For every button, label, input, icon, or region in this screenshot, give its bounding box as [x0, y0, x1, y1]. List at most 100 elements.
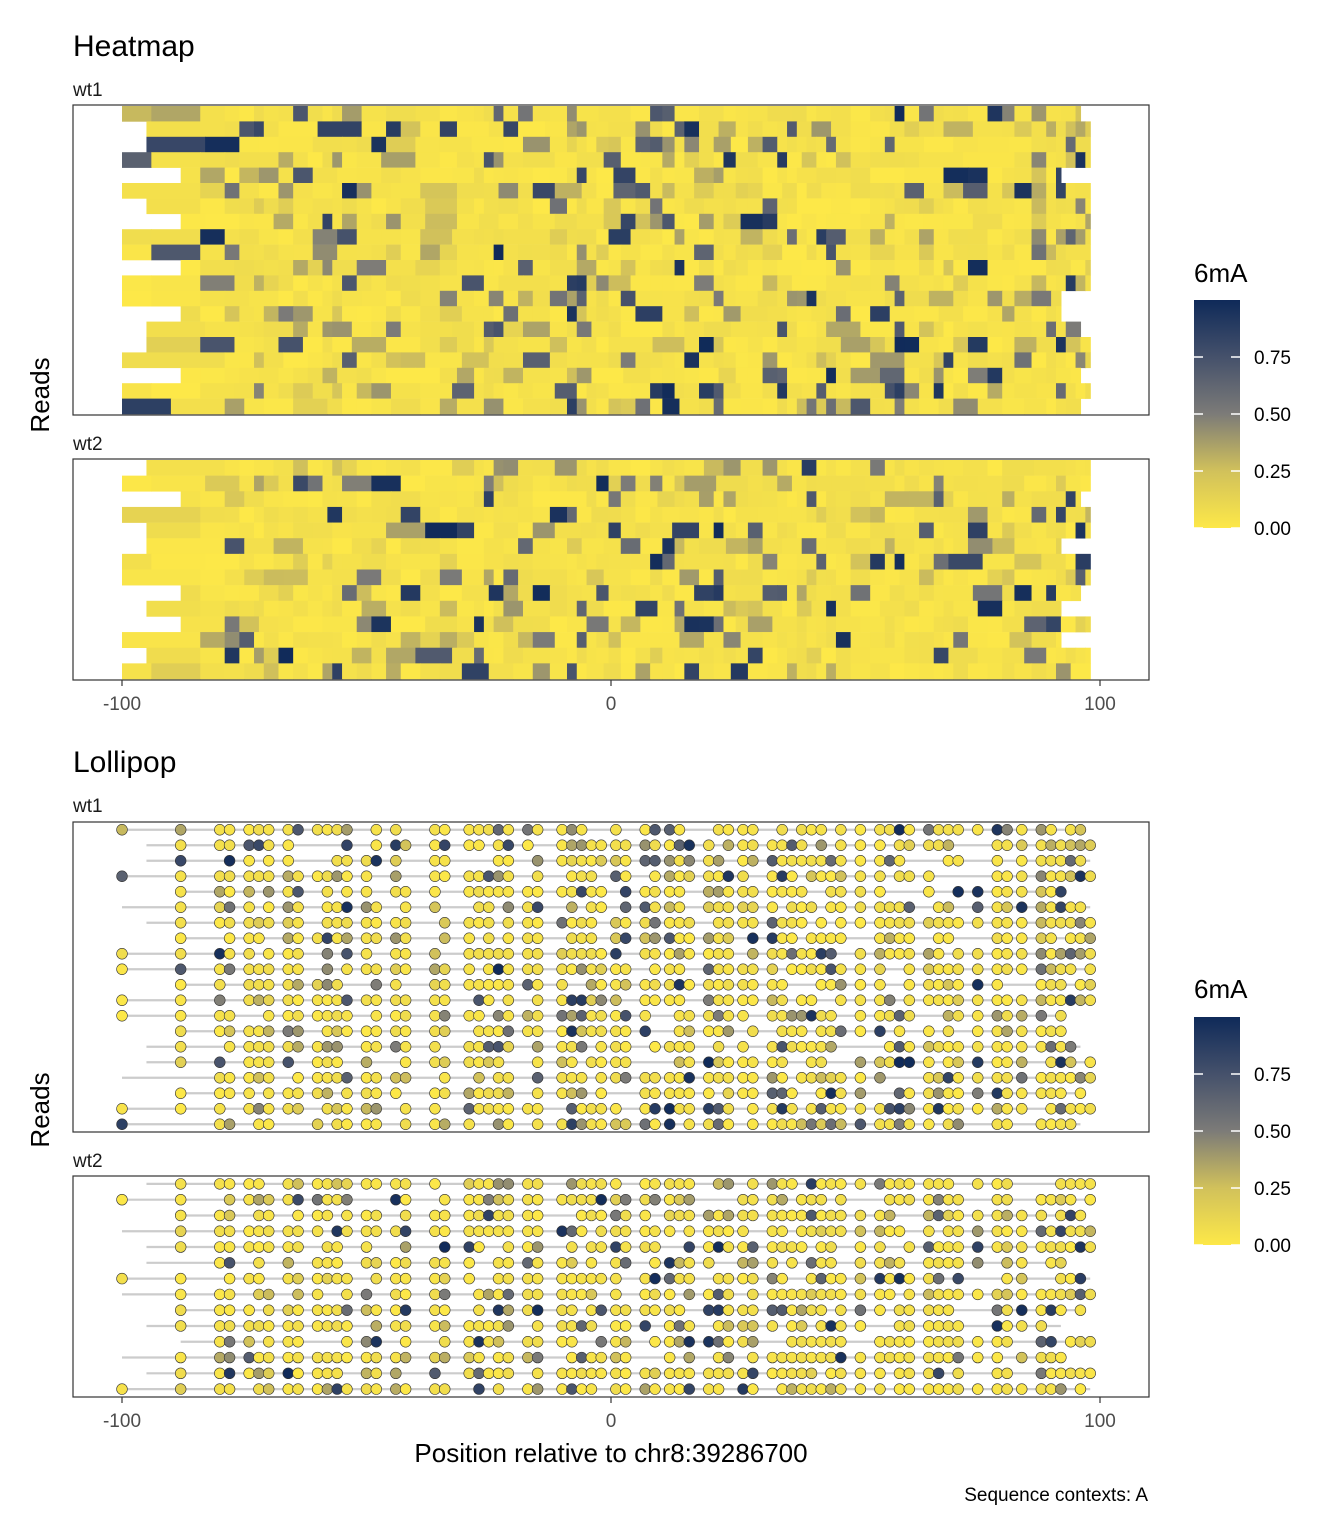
heatmap-cell — [747, 522, 764, 539]
heatmap-cell — [870, 383, 886, 399]
methylation-point — [522, 1257, 534, 1269]
methylation-point — [223, 1367, 236, 1380]
methylation-point — [712, 1103, 725, 1115]
heatmap-cell — [796, 229, 808, 245]
methylation-point — [1045, 1025, 1057, 1037]
heatmap-cell — [835, 213, 861, 230]
methylation-point — [556, 855, 568, 867]
heatmap-cell — [503, 121, 519, 138]
methylation-point — [874, 1225, 886, 1237]
methylation-point — [463, 1336, 475, 1348]
methylation-point — [531, 1288, 544, 1301]
methylation-point — [214, 1103, 226, 1115]
methylation-point — [282, 948, 294, 960]
methylation-point — [942, 1288, 955, 1301]
heatmap-cell — [674, 460, 685, 476]
heatmap-cell — [532, 585, 551, 602]
heatmap-cell — [518, 213, 534, 230]
heatmap-cell — [439, 275, 463, 292]
methylation-point — [825, 901, 837, 913]
heatmap-cell — [884, 632, 896, 649]
heatmap-cell — [816, 290, 827, 307]
methylation-point — [174, 870, 187, 882]
methylation-point — [766, 1072, 779, 1084]
methylation-point — [331, 1257, 343, 1269]
methylation-point — [360, 1178, 373, 1190]
methylation-point — [1035, 979, 1048, 991]
heatmap-cell — [870, 244, 896, 261]
heatmap-cell — [953, 275, 969, 292]
heatmap-cell — [938, 337, 954, 353]
heatmap-cell — [674, 383, 685, 399]
heatmap-cell — [351, 538, 372, 555]
lollipop-title: Lollipop — [73, 746, 176, 779]
methylation-point — [884, 1103, 896, 1115]
methylation-point — [439, 917, 451, 929]
methylation-point — [429, 1367, 441, 1380]
heatmap-cell — [811, 306, 827, 322]
heatmap-cell — [1046, 367, 1057, 384]
methylation-point — [263, 1103, 275, 1115]
methylation-point — [370, 855, 382, 867]
heatmap-cell — [603, 152, 622, 168]
heatmap-cell — [1070, 663, 1091, 680]
methylation-point — [683, 1383, 695, 1395]
heatmap-cell — [735, 183, 749, 199]
methylation-point — [805, 1225, 818, 1237]
methylation-point — [722, 1025, 735, 1037]
heatmap-cell — [762, 183, 783, 199]
heatmap-cell — [904, 600, 920, 617]
methylation-point — [502, 1304, 515, 1316]
methylation-point — [399, 994, 412, 1006]
heatmap-cell — [576, 352, 593, 369]
methylation-point — [815, 917, 827, 929]
heatmap-cell — [938, 398, 954, 415]
heatmap-cell — [576, 106, 600, 122]
methylation-point — [575, 948, 588, 960]
heatmap-cell — [806, 244, 817, 261]
methylation-point — [619, 1072, 632, 1084]
heatmap-cell — [1014, 538, 1038, 555]
methylation-point — [952, 1383, 964, 1395]
methylation-point — [522, 824, 534, 836]
heatmap-cell — [356, 244, 372, 261]
methylation-point — [556, 1072, 568, 1084]
methylation-point — [673, 1304, 686, 1316]
heatmap-cell — [740, 460, 764, 476]
methylation-point — [703, 1257, 715, 1269]
heatmap-cell — [884, 183, 896, 199]
methylation-point — [360, 1041, 373, 1053]
heatmap-cell — [735, 553, 749, 570]
heatmap-cell — [747, 585, 764, 602]
methylation-point — [712, 1010, 725, 1022]
methylation-point — [766, 1241, 779, 1253]
heatmap-cell — [608, 553, 632, 570]
methylation-point — [263, 1056, 275, 1068]
heatmap-cell — [566, 538, 583, 555]
heatmap-cell — [488, 290, 505, 307]
heatmap-cell — [532, 183, 556, 199]
methylation-point — [786, 886, 798, 898]
methylation-point — [556, 1383, 568, 1395]
heatmap-cell — [420, 383, 453, 399]
heatmap-cell — [650, 553, 663, 570]
heatmap-cell — [503, 569, 519, 586]
methylation-point — [722, 1072, 735, 1084]
heatmap-cell — [356, 632, 372, 649]
heatmap-cell — [1080, 244, 1091, 261]
heatmap-cell — [1055, 352, 1067, 369]
heatmap-cell — [439, 260, 458, 276]
heatmap-cell — [835, 663, 852, 680]
heatmap-cell — [919, 244, 935, 261]
heatmap-cell — [662, 383, 676, 399]
methylation-point — [1001, 1288, 1013, 1301]
heatmap-cell — [1080, 337, 1091, 353]
heatmap-cell — [400, 475, 426, 492]
methylation-point — [585, 1272, 598, 1285]
methylation-point — [531, 1272, 544, 1285]
methylation-point — [116, 1272, 128, 1285]
methylation-point — [610, 1225, 622, 1237]
heatmap-cell — [503, 106, 519, 122]
methylation-point — [903, 1041, 915, 1053]
heatmap-cell — [662, 152, 676, 168]
